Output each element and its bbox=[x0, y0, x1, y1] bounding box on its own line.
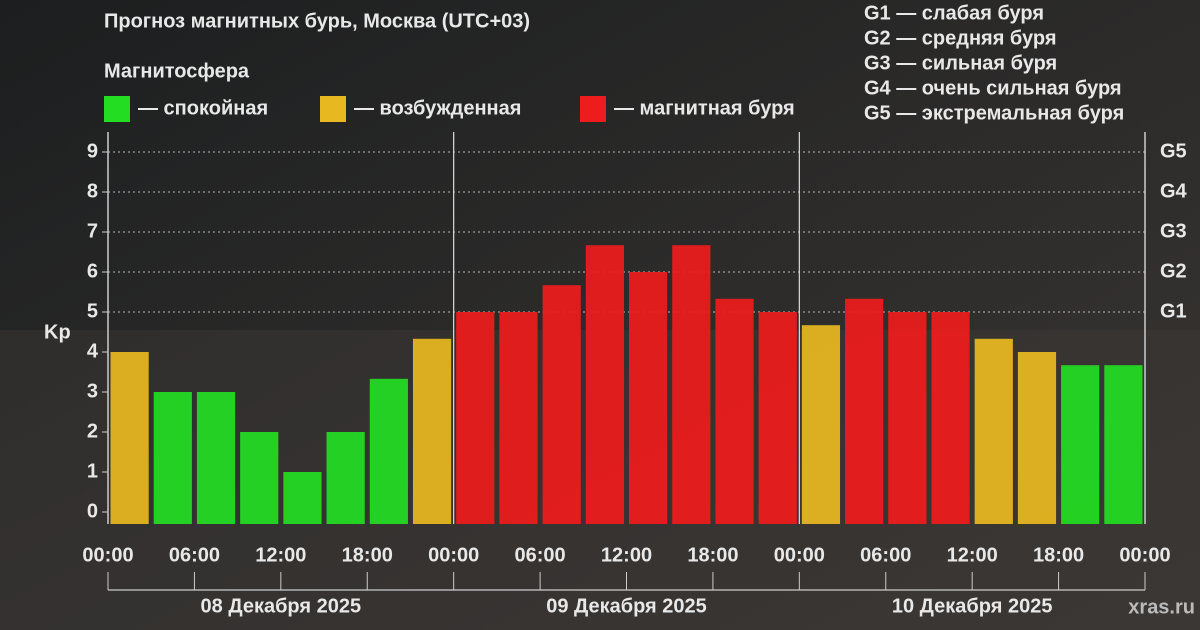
y-tick-label: 3 bbox=[87, 380, 98, 402]
y-tick-label: 8 bbox=[87, 180, 98, 202]
bar bbox=[974, 338, 1013, 524]
legend-swatch bbox=[104, 96, 130, 122]
bar bbox=[801, 325, 841, 524]
y2-tick-label: G5 bbox=[1160, 140, 1187, 162]
bar bbox=[1104, 365, 1143, 524]
legend-label: — возбужденная bbox=[354, 97, 521, 119]
bar bbox=[1061, 365, 1100, 524]
bar bbox=[283, 472, 322, 524]
bar bbox=[412, 338, 452, 524]
bar bbox=[629, 272, 668, 524]
x-tick-label: 12:00 bbox=[601, 544, 652, 566]
x-tick-label: 18:00 bbox=[342, 544, 393, 566]
y-axis-label: Kp bbox=[44, 321, 71, 343]
x-tick-label: 12:00 bbox=[255, 544, 306, 566]
scale-note: G3 — сильная буря bbox=[864, 52, 1057, 74]
y2-tick-label: G3 bbox=[1160, 220, 1187, 242]
y-tick-label: 6 bbox=[87, 260, 98, 282]
y2-tick-label: G1 bbox=[1160, 300, 1187, 322]
x-tick-label: 00:00 bbox=[774, 544, 825, 566]
bar bbox=[542, 285, 581, 524]
scale-note: G2 — средняя буря bbox=[864, 27, 1057, 49]
bar bbox=[369, 378, 408, 524]
day-label: 10 Декабря 2025 bbox=[892, 595, 1053, 617]
x-tick-label: 00:00 bbox=[82, 544, 133, 566]
y-tick-label: 9 bbox=[87, 140, 98, 162]
bar bbox=[931, 312, 970, 524]
bar bbox=[845, 298, 884, 524]
x-tick-label: 06:00 bbox=[515, 544, 566, 566]
x-tick-label: 00:00 bbox=[1119, 544, 1170, 566]
bar bbox=[715, 298, 754, 524]
legend-swatch bbox=[320, 96, 346, 122]
bar bbox=[672, 245, 711, 524]
legend-label: — спокойная bbox=[138, 97, 268, 119]
scale-note: G5 — экстремальная буря bbox=[864, 102, 1124, 124]
day-label: 09 Декабря 2025 bbox=[546, 595, 707, 617]
y-tick-label: 2 bbox=[87, 420, 98, 442]
bar bbox=[326, 432, 365, 524]
chart-title: Прогноз магнитных бурь, Москва (UTC+03) bbox=[104, 10, 530, 32]
bar bbox=[1017, 352, 1057, 524]
day-label: 08 Декабря 2025 bbox=[201, 595, 362, 617]
y-tick-label: 1 bbox=[87, 460, 98, 482]
bar bbox=[153, 392, 192, 524]
y-tick-label: 5 bbox=[87, 300, 98, 322]
scale-note: G1 — слабая буря bbox=[864, 2, 1044, 24]
x-tick-label: 18:00 bbox=[1033, 544, 1084, 566]
bar bbox=[758, 312, 797, 524]
scale-note: G4 — очень сильная буря bbox=[864, 77, 1122, 99]
legend-swatch bbox=[580, 96, 606, 122]
y-tick-label: 4 bbox=[87, 340, 99, 362]
bar bbox=[110, 352, 149, 524]
y-tick-label: 7 bbox=[87, 220, 98, 242]
legend-title: Магнитосфера bbox=[104, 60, 250, 82]
bar bbox=[888, 312, 927, 524]
x-tick-label: 06:00 bbox=[860, 544, 911, 566]
x-tick-label: 00:00 bbox=[428, 544, 479, 566]
bar bbox=[456, 312, 495, 524]
y-tick-label: 0 bbox=[87, 500, 98, 522]
x-tick-label: 06:00 bbox=[169, 544, 220, 566]
source: xras.ru bbox=[1128, 596, 1195, 618]
bar bbox=[499, 312, 538, 524]
legend-label: — магнитная буря bbox=[614, 97, 795, 119]
x-tick-label: 12:00 bbox=[947, 544, 998, 566]
y2-tick-label: G4 bbox=[1160, 180, 1188, 202]
x-tick-label: 18:00 bbox=[687, 544, 738, 566]
bar bbox=[196, 392, 236, 524]
bar bbox=[240, 432, 279, 524]
bar bbox=[585, 245, 624, 524]
y2-tick-label: G2 bbox=[1160, 260, 1187, 282]
